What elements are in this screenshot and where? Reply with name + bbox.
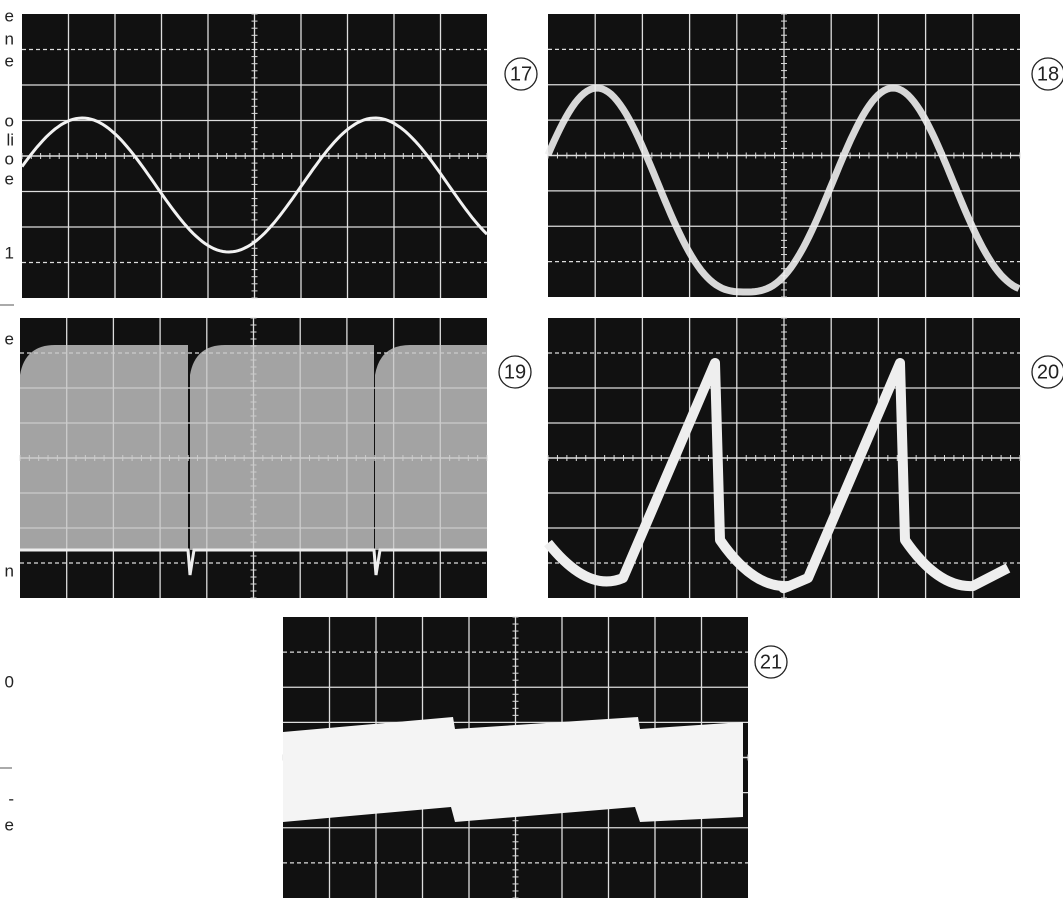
- waveform: [544, 358, 1011, 594]
- waveform: [20, 116, 489, 254]
- waveform: [20, 345, 188, 550]
- waveform: [190, 345, 374, 550]
- margin-text: e: [5, 329, 14, 348]
- margin-text: 0: [5, 672, 14, 691]
- waveform: [20, 548, 487, 576]
- margin-text: 1: [5, 243, 14, 262]
- scope-photo: [20, 13, 489, 299]
- figure-number-ring: [754, 645, 788, 679]
- margin-text: e: [5, 815, 14, 834]
- figure-number-ring: [1031, 355, 1063, 389]
- figure-number: 20: [1037, 361, 1059, 383]
- figure-number-ring: [498, 355, 532, 389]
- margin-text: n: [5, 561, 14, 580]
- margin-text: o: [5, 111, 14, 130]
- figure-number: 17: [510, 63, 532, 85]
- margin-text: li: [6, 130, 14, 149]
- margin-text: e: [5, 6, 14, 25]
- margin-text: n: [5, 29, 14, 48]
- figure-number: 19: [504, 361, 526, 383]
- figure-number: 21: [760, 651, 782, 673]
- figure-number-ring: [504, 57, 538, 91]
- scope-photo: [19, 317, 488, 599]
- scope-photo: [282, 616, 749, 899]
- margin-text: -: [8, 789, 14, 808]
- margin-text: e: [5, 169, 14, 188]
- scope-photo: [544, 317, 1021, 599]
- scope-photo: [544, 13, 1021, 298]
- waveform: [283, 717, 743, 822]
- waveform: [544, 84, 1021, 296]
- margin-text: e: [5, 51, 14, 70]
- margin-text: o: [5, 149, 14, 168]
- figure-number: 18: [1037, 63, 1059, 85]
- figure-number-ring: [1031, 57, 1063, 91]
- waveform: [375, 345, 487, 550]
